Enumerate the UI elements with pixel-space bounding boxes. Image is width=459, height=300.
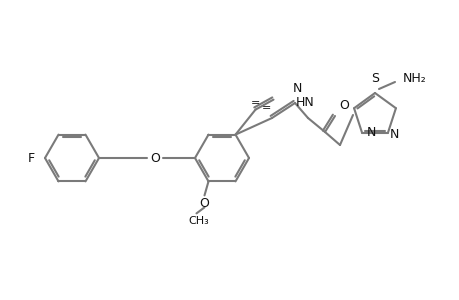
Text: HN: HN	[295, 96, 313, 109]
Text: S: S	[370, 72, 378, 85]
Text: NH₂: NH₂	[402, 71, 426, 85]
Text: O: O	[199, 197, 209, 210]
Text: F: F	[28, 152, 35, 164]
Text: =: =	[262, 103, 271, 113]
Text: N: N	[291, 82, 301, 95]
Text: CH₃: CH₃	[188, 216, 208, 226]
Text: O: O	[150, 152, 160, 164]
Text: N: N	[389, 128, 398, 141]
Text: O: O	[338, 99, 348, 112]
Text: =: =	[250, 98, 260, 108]
Text: N: N	[366, 126, 375, 139]
